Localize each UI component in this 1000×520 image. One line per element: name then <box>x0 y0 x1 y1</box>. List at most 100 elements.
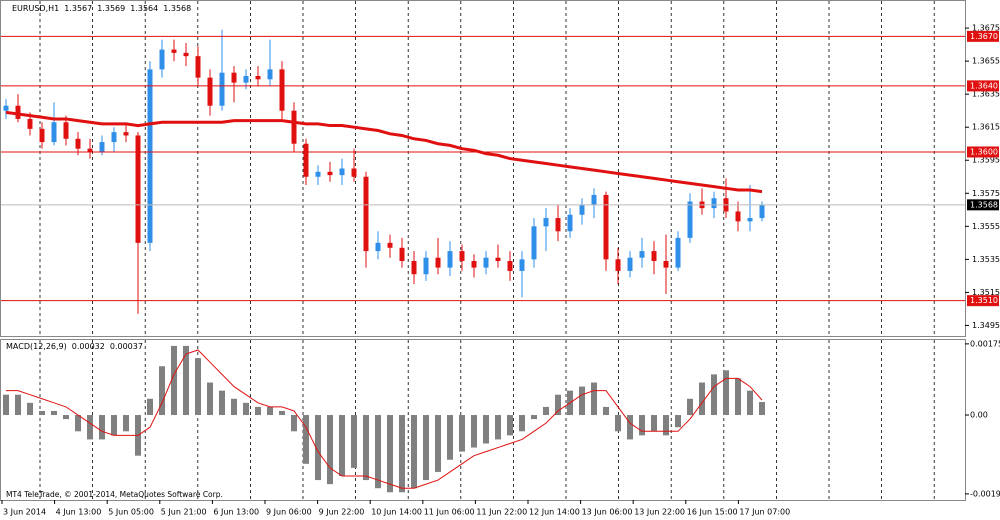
candle-body <box>735 211 741 222</box>
x-tick-label: 16 Jun 15:00 <box>687 508 738 517</box>
candle-body <box>687 201 693 238</box>
macd-bar <box>459 415 465 452</box>
candle-body <box>87 148 93 152</box>
macd-y-tick-label: 0.00175 <box>970 339 1000 348</box>
header-value: 1.3569 <box>97 4 125 13</box>
candle-body <box>603 194 609 260</box>
macd-bar <box>579 386 585 416</box>
macd-bar <box>555 394 561 416</box>
candle-body <box>447 251 453 268</box>
x-tick-label: 9 Jun 06:00 <box>266 508 312 517</box>
x-tick-label: 17 Jun 07:00 <box>739 508 790 517</box>
candle-body <box>459 251 465 262</box>
y-tick-label: 1.3675 <box>972 24 1000 33</box>
candle-body <box>75 138 81 149</box>
macd-bar <box>351 415 357 468</box>
candle-body <box>435 257 441 268</box>
macd-bar <box>207 382 213 416</box>
macd-bar <box>627 415 633 440</box>
candle-body <box>63 122 69 139</box>
price-level-label: 1.3600 <box>970 147 998 156</box>
price-level-label: 1.3670 <box>970 32 998 41</box>
macd-bar <box>171 345 177 416</box>
macd-bar <box>279 410 285 416</box>
macd-bar <box>387 415 393 493</box>
macd-bar <box>75 415 81 432</box>
candle-body <box>207 77 213 106</box>
footer: MT4 TeleTrade, © 2001-2014, MetaQuotes S… <box>6 490 223 499</box>
y-tick-label: 1.3615 <box>972 123 1000 132</box>
macd-bar <box>327 415 333 485</box>
header-value: 1.3568 <box>163 4 191 13</box>
x-tick-label: 9 Jun 22:00 <box>319 508 365 517</box>
candle-body <box>471 261 477 268</box>
macd-bar <box>303 415 309 464</box>
candle-body <box>327 171 333 176</box>
candle-body <box>303 143 309 177</box>
time-grid <box>39 1 935 499</box>
macd-title: MACD(12,26,9) <box>6 342 67 351</box>
candle-body <box>627 257 633 271</box>
candle-body <box>219 72 225 106</box>
macd-bar <box>603 406 609 416</box>
macd-bar <box>759 402 765 416</box>
candle-body <box>663 261 669 268</box>
macd-bar <box>687 398 693 416</box>
candle-body <box>543 218 549 227</box>
candle-body <box>99 142 105 152</box>
macd-bar <box>363 415 369 481</box>
price-level-tag <box>967 146 999 158</box>
macd-bar <box>639 415 645 436</box>
macd-bar <box>411 415 417 489</box>
candle-body <box>171 49 177 53</box>
x-tick-label: 13 Jun 22:00 <box>634 508 685 517</box>
candle-body <box>423 257 429 275</box>
y-tick-label: 1.3535 <box>972 255 1000 264</box>
y-tick-label: 1.3495 <box>972 321 1000 330</box>
macd-bar <box>483 415 489 444</box>
price-level-label: 1.3510 <box>970 296 998 305</box>
macd-bar <box>51 410 57 416</box>
macd-bar <box>507 415 513 436</box>
candle-body <box>255 75 261 80</box>
candle-body <box>315 171 321 177</box>
candle-body <box>531 226 537 260</box>
candle-body <box>375 242 381 252</box>
candle-body <box>39 128 45 143</box>
macd-bar <box>63 415 69 420</box>
candle-body <box>291 110 297 144</box>
macd-bar <box>27 402 33 416</box>
macd-value: 0.00037 <box>110 342 143 351</box>
macd-signal <box>6 349 763 489</box>
macd-bar <box>315 415 321 481</box>
macd-bar <box>519 415 525 432</box>
macd-bar <box>747 390 753 416</box>
x-tick-label: 5 Jun 21:00 <box>161 508 207 517</box>
price-level-label: 1.3640 <box>970 81 998 90</box>
candle-body <box>711 198 717 209</box>
price-level-tag <box>967 30 999 42</box>
macd-bar <box>399 415 405 493</box>
candle-body <box>195 56 201 78</box>
y-tick-label: 1.3595 <box>972 156 1000 165</box>
chart-header: EURUSD,H1 1.3567 1.3569 1.3564 1.3568 <box>12 4 191 13</box>
macd-bar <box>231 398 237 416</box>
macd-bar <box>495 415 501 440</box>
candle-body <box>15 105 21 119</box>
header-value: 1.3564 <box>130 4 158 13</box>
macd-bar <box>723 370 729 416</box>
price-level-tag <box>967 295 999 307</box>
candle-body <box>231 72 237 83</box>
macd-y-tick-label: -0.00194 <box>970 489 1000 498</box>
macd-bar <box>147 398 153 416</box>
macd-bar <box>591 382 597 416</box>
macd-bar <box>243 402 249 416</box>
candle-body <box>639 251 645 258</box>
candle-body <box>747 218 753 222</box>
macd-bar <box>15 394 21 416</box>
candle-body <box>27 118 33 129</box>
candle-body <box>183 52 189 57</box>
macd-bar <box>615 415 621 432</box>
x-tick-label: 12 Jun 14:00 <box>529 508 580 517</box>
